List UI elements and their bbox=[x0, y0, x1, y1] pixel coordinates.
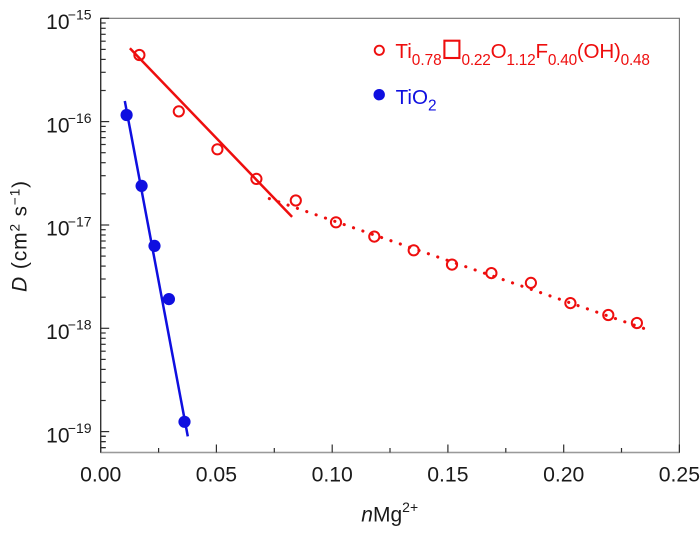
svg-text:−17: −17 bbox=[68, 213, 92, 229]
svg-text:0.20: 0.20 bbox=[543, 464, 584, 487]
svg-text:0.25: 0.25 bbox=[659, 464, 700, 487]
svg-text:−18: −18 bbox=[68, 317, 92, 333]
svg-text:0.10: 0.10 bbox=[312, 464, 353, 487]
svg-text:0.05: 0.05 bbox=[196, 464, 237, 487]
svg-text:0.15: 0.15 bbox=[427, 464, 468, 487]
svg-text:10: 10 bbox=[46, 11, 69, 34]
svg-text:−15: −15 bbox=[68, 7, 92, 23]
svg-text:10: 10 bbox=[46, 321, 69, 344]
svg-text:10: 10 bbox=[46, 218, 69, 241]
svg-text:10: 10 bbox=[46, 114, 69, 137]
svg-text:10: 10 bbox=[46, 424, 69, 447]
svg-text:0.00: 0.00 bbox=[80, 464, 121, 487]
svg-text:−16: −16 bbox=[68, 110, 92, 126]
svg-text:−19: −19 bbox=[68, 420, 92, 436]
